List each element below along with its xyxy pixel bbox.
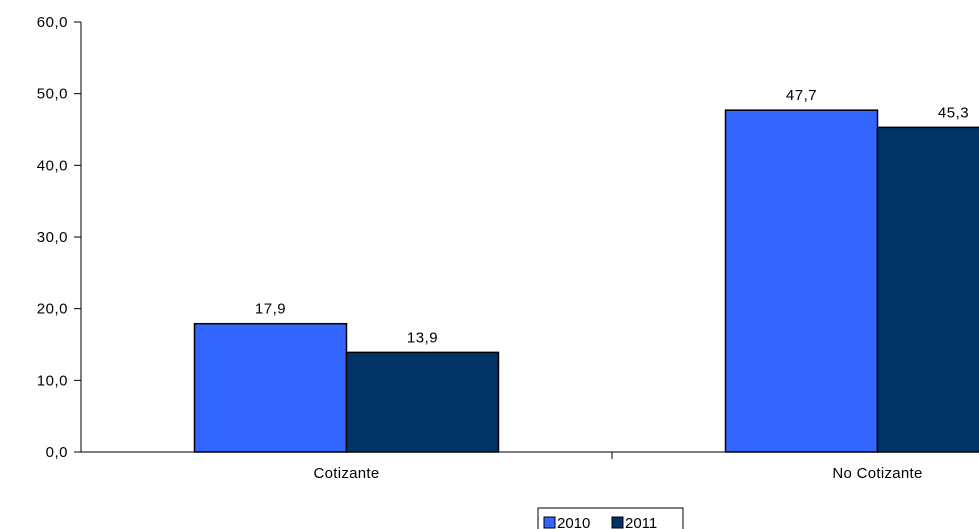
y-tick-label: 10,0 xyxy=(37,372,68,389)
chart-legend: 2010 2011 xyxy=(537,507,684,529)
x-category-label: Cotizante xyxy=(313,465,379,482)
bar-2011-no-cotizante xyxy=(876,126,979,453)
bar-2010-no-cotizante xyxy=(724,109,879,453)
data-label: 45,3 xyxy=(938,104,969,121)
y-tick-label: 50,0 xyxy=(37,86,68,103)
legend-label-2010: 2010 xyxy=(557,515,590,529)
legend-label-2011: 2011 xyxy=(625,515,657,529)
x-category-label: No Cotizante xyxy=(832,465,922,482)
legend-swatch-2011 xyxy=(611,516,624,529)
bar-2011-cotizante xyxy=(345,351,500,453)
y-tick-label: 30,0 xyxy=(37,229,68,246)
data-label: 13,9 xyxy=(407,329,438,346)
chart-bars xyxy=(193,109,979,453)
data-label: 17,9 xyxy=(255,301,286,318)
data-label: 47,7 xyxy=(786,87,817,104)
y-tick-label: 60,0 xyxy=(37,14,68,31)
y-tick-label: 0,0 xyxy=(46,444,68,461)
legend-swatch-2010 xyxy=(543,516,556,529)
chart-labels: 0,0 10,0 20,0 30,0 40,0 50,0 60,0 17,9 13,9 Cotiz… xyxy=(37,14,969,482)
legend-box xyxy=(537,507,684,529)
y-tick-label: 40,0 xyxy=(37,157,68,174)
y-tick-label: 20,0 xyxy=(37,301,68,318)
bar-2010-cotizante xyxy=(193,322,348,453)
